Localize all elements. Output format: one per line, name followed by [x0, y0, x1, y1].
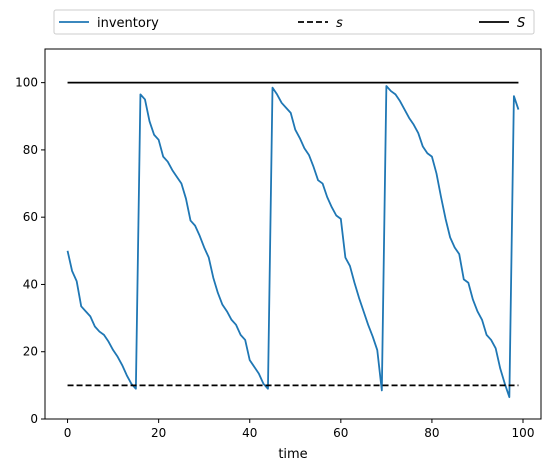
plot-frame [44, 48, 542, 420]
series-layer [66, 81, 520, 399]
legend-label-inventory: inventory [97, 16, 159, 31]
y-axis: 0 20 40 60 80 100 [15, 76, 45, 426]
y-tick-label: 100 [15, 76, 38, 90]
x-tick-label: 60 [333, 426, 348, 440]
x-axis: 0 20 40 60 80 100 [64, 419, 535, 440]
legend-frame [53, 9, 535, 35]
y-tick-label: 0 [30, 412, 38, 426]
legend-label-s: s [336, 16, 343, 31]
y-tick-label: 80 [23, 143, 38, 157]
x-tick-label: 0 [64, 426, 72, 440]
y-tick-label: 40 [23, 277, 38, 291]
y-tick-label: 20 [23, 345, 38, 359]
y-tick-label: 60 [23, 210, 38, 224]
x-axis-label: time [278, 447, 307, 462]
legend-label-S: S [517, 16, 525, 31]
series-line-inventory [66, 85, 520, 399]
x-tick-label: 100 [512, 426, 535, 440]
x-tick-label: 20 [151, 426, 166, 440]
x-tick-label: 80 [424, 426, 439, 440]
legend: inventory s S [53, 9, 535, 35]
x-tick-label: 40 [242, 426, 257, 440]
